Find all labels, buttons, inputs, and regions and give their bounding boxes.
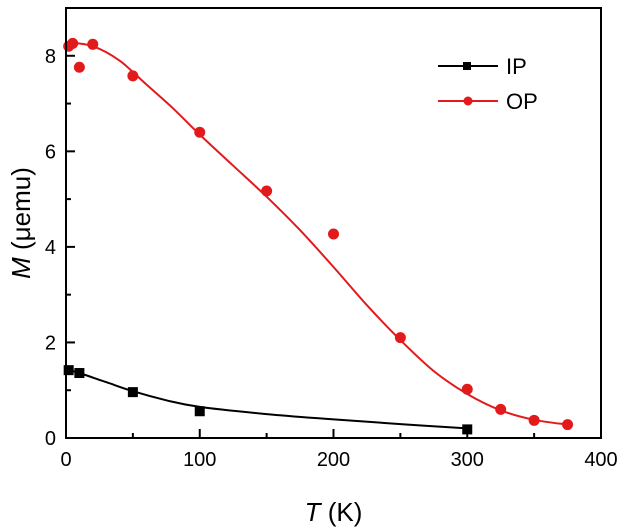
y-tick-label: 4 xyxy=(45,237,56,259)
y-axis-label: M (μemu) xyxy=(6,167,36,279)
x-axis-label: T (K) xyxy=(305,497,363,527)
data-point-op xyxy=(127,70,139,82)
data-point-op xyxy=(194,126,206,138)
data-point-ip xyxy=(127,387,138,398)
x-tick-label: 0 xyxy=(60,449,71,471)
data-point-ip xyxy=(63,365,74,376)
data-point-op xyxy=(261,185,273,197)
x-axis-unit: (K) xyxy=(321,497,363,527)
legend: IP OP xyxy=(438,54,538,114)
data-point-ip xyxy=(74,368,85,379)
legend-marker-op xyxy=(463,96,473,106)
legend-label-op: OP xyxy=(506,89,538,114)
data-point-op xyxy=(495,403,507,415)
data-point-op xyxy=(328,228,339,240)
series-line-op xyxy=(68,41,568,426)
y-tick-label: 0 xyxy=(45,428,56,450)
data-point-op xyxy=(67,37,79,49)
ticks: 0 100 200 300 400 0 2 4 6 8 xyxy=(45,7,618,471)
y-tick-label: 6 xyxy=(45,141,56,163)
data-point-op xyxy=(461,383,473,395)
x-tick-label: 300 xyxy=(451,449,484,471)
y-axis-unit: (μemu) xyxy=(6,167,36,257)
data-point-op xyxy=(394,332,406,344)
x-axis-variable: T xyxy=(305,497,323,527)
data-point-op xyxy=(73,61,85,73)
y-axis-variable: M xyxy=(6,257,36,279)
data-point-op xyxy=(562,419,574,431)
plot-area xyxy=(63,37,574,435)
data-point-ip xyxy=(194,406,205,417)
x-tick-label: 100 xyxy=(183,449,216,471)
y-tick-label: 8 xyxy=(45,46,56,68)
legend-label-ip: IP xyxy=(506,54,527,79)
y-tick-label: 2 xyxy=(45,332,56,354)
x-tick-label: 200 xyxy=(317,449,350,471)
data-point-op xyxy=(87,38,99,50)
series-line-ip xyxy=(68,369,468,430)
x-tick-label: 400 xyxy=(584,449,617,471)
legend-marker-ip xyxy=(463,62,471,70)
data-point-op xyxy=(528,414,540,426)
